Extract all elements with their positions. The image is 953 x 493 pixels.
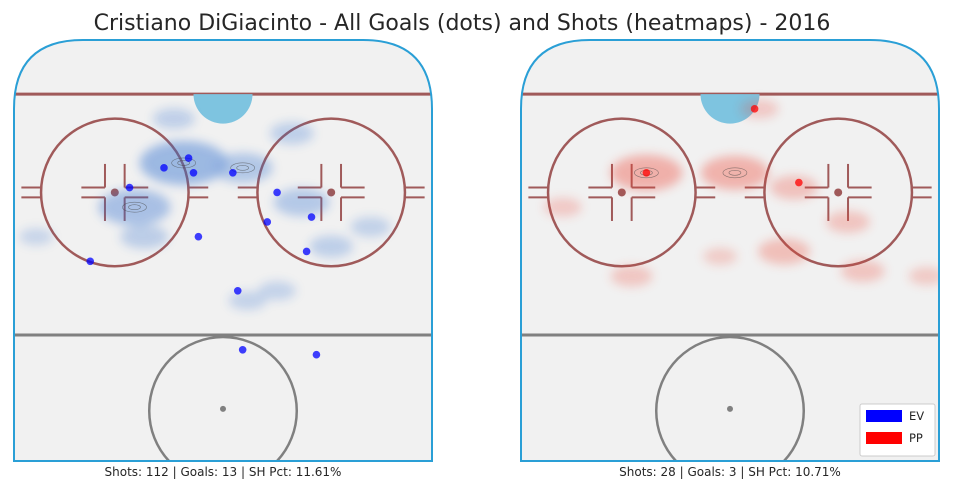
rink-ev: [13, 39, 433, 462]
goal-dot: [184, 154, 193, 162]
heatmap-contour: [236, 165, 249, 171]
rink-markings: [521, 92, 939, 461]
center-circle: [654, 335, 806, 461]
heatmap-blob: [139, 140, 228, 185]
heatmap-blob: [152, 108, 195, 130]
boards: [13, 39, 433, 462]
goal-dot: [795, 178, 803, 187]
goal-dot: [86, 257, 95, 266]
heatmap-blob: [700, 155, 769, 190]
heatmap-blob: [120, 224, 169, 249]
heatmap-contour: [122, 201, 147, 213]
heatmap-blob: [703, 247, 738, 265]
center-circle: [147, 335, 299, 461]
goal-dot: [238, 346, 247, 354]
heatmap-blob: [258, 281, 297, 301]
heatmap-contour: [177, 160, 190, 166]
faceoff-circle: [546, 117, 697, 268]
heatmap-blob: [826, 210, 871, 233]
heatmap-blob: [350, 216, 391, 237]
goal-dot: [229, 168, 237, 177]
legend-swatch-ev: [866, 410, 902, 422]
goal-dot: [189, 168, 198, 177]
center-dot: [727, 405, 733, 412]
heatmap-contour: [722, 167, 748, 179]
heatmap-contour: [728, 169, 742, 176]
goal-crease: [700, 94, 760, 124]
heatmap-blob: [610, 265, 653, 287]
heatmap-blob: [212, 152, 273, 183]
heatmap-contour: [128, 204, 141, 210]
rink-pp: [520, 39, 940, 462]
heatmap-blob: [228, 291, 267, 311]
heatmap-blob: [543, 197, 582, 217]
legend-swatch-pp: [866, 432, 902, 444]
heatmap-blob: [769, 175, 818, 200]
faceoff-circle: [256, 117, 407, 268]
faceoff-dot: [327, 188, 336, 197]
caption-pp: Shots: 28 | Goals: 3 | SH Pct: 10.71%: [619, 465, 841, 479]
goal-dot: [160, 164, 168, 172]
heatmap-contour: [634, 167, 659, 179]
faceoff-dot: [617, 188, 626, 197]
heatmap-blob: [758, 238, 811, 265]
heatmap-blob: [269, 122, 314, 145]
goal-dot: [273, 188, 281, 197]
goal-dot: [233, 287, 242, 295]
heatmap-contour: [171, 157, 196, 169]
shot-heatmap: [19, 108, 391, 311]
heatmap-blob: [19, 228, 54, 246]
goal-dot: [307, 213, 316, 221]
faceoff-dot: [834, 188, 843, 197]
goal-dot: [642, 168, 651, 177]
goal-dot: [750, 105, 759, 113]
goal-dot: [263, 218, 272, 226]
goal-dot: [194, 232, 203, 241]
goal-dot: [125, 183, 134, 192]
legend: EV PP: [859, 403, 936, 457]
faceoff-circle: [39, 117, 190, 268]
goal-crease: [193, 94, 253, 124]
caption-ev: Shots: 112 | Goals: 13 | SH Pct: 11.61%: [105, 465, 342, 479]
center-dot: [220, 405, 226, 412]
goal-dot: [312, 350, 321, 359]
legend-label-pp: PP: [909, 431, 923, 445]
heatmap-blob: [740, 99, 779, 119]
shot-heatmap: [543, 99, 939, 287]
heatmap-blob: [309, 235, 354, 258]
heatmap-blob: [98, 189, 171, 226]
faceoff-circle: [763, 117, 914, 268]
heatmap-blob: [908, 267, 939, 286]
rink-markings: [14, 92, 432, 461]
heatmap-contour: [230, 162, 255, 174]
heatmap-blob: [273, 188, 330, 217]
goal-dot: [302, 247, 311, 256]
ice-surface: [14, 40, 432, 461]
chart-title: Cristiano DiGiacinto - All Goals (dots) …: [94, 11, 831, 36]
legend-label-ev: EV: [909, 409, 924, 423]
heatmap-blob: [840, 260, 885, 283]
boards: [520, 39, 940, 462]
